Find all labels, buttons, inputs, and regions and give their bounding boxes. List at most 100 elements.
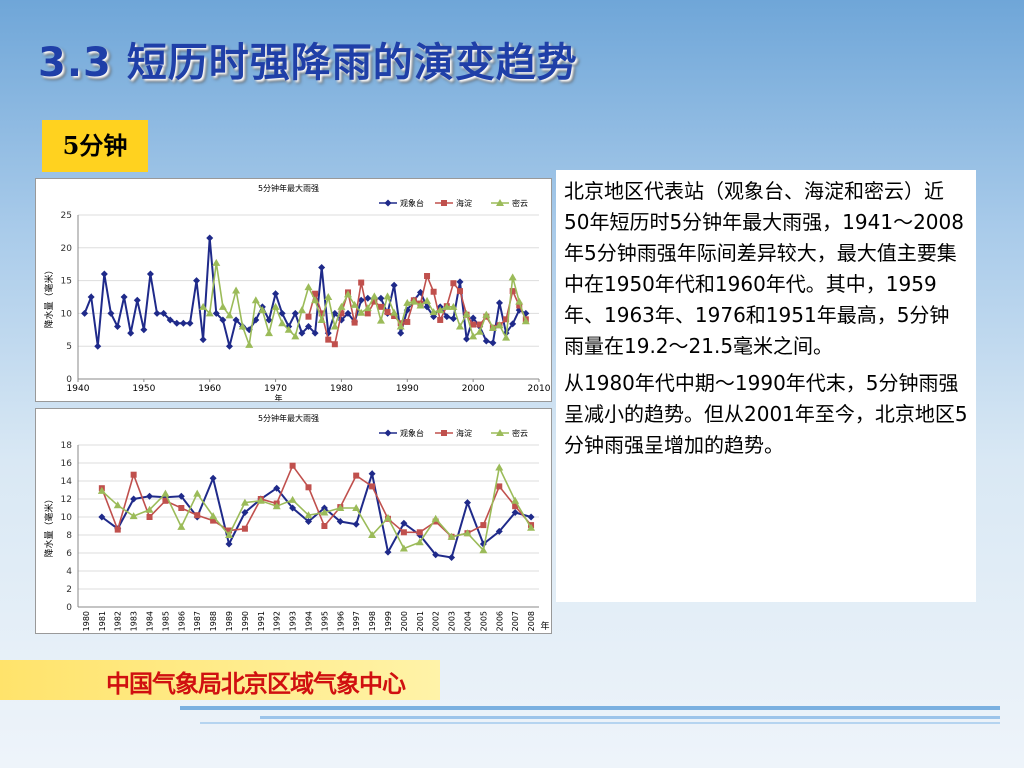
marker <box>350 300 359 308</box>
marker <box>429 308 438 316</box>
paragraph: 北京地区代表站（观象台、海淀和密云）近50年短历时5分钟年最大雨强，1941～2… <box>564 179 964 358</box>
x-tick-label: 1988 <box>209 611 218 631</box>
marker <box>409 297 418 305</box>
marker <box>511 496 520 504</box>
marker <box>127 329 135 337</box>
x-tick-label: 1970 <box>264 384 287 394</box>
marker <box>297 306 306 314</box>
marker <box>508 273 517 281</box>
marker <box>400 519 408 527</box>
marker <box>480 522 487 529</box>
marker <box>368 531 377 538</box>
marker <box>496 199 504 206</box>
marker <box>232 316 240 324</box>
marker <box>503 316 510 323</box>
y-tick-label: 16 <box>61 459 73 469</box>
marker <box>371 298 378 305</box>
marker <box>161 489 170 497</box>
decoration <box>180 706 1000 724</box>
y-tick-label: 5 <box>66 342 72 352</box>
series-line <box>101 464 532 552</box>
x-tick-label: 2010 <box>528 384 551 394</box>
marker <box>509 288 516 295</box>
marker <box>376 316 385 324</box>
marker <box>210 517 217 524</box>
marker <box>160 309 168 317</box>
x-tick-label: 1995 <box>320 611 329 631</box>
marker <box>442 302 451 310</box>
badge: 5分钟 <box>42 120 148 172</box>
marker <box>178 505 185 511</box>
marker <box>351 319 358 326</box>
marker <box>225 540 233 548</box>
marker <box>358 279 365 286</box>
x-tick-label: 2005 <box>479 611 488 631</box>
x-tick-label: 1984 <box>146 611 155 631</box>
marker <box>145 505 154 513</box>
marker <box>463 499 471 507</box>
marker <box>441 200 447 206</box>
y-tick-label: 2 <box>66 585 72 595</box>
marker <box>336 518 344 525</box>
marker <box>399 544 408 552</box>
x-tick-label: 1980 <box>330 384 353 394</box>
marker <box>87 293 95 301</box>
x-tick-label: 1960 <box>198 384 221 394</box>
marker <box>383 292 392 300</box>
x-tick-label: 1986 <box>177 611 186 631</box>
marker <box>241 525 248 532</box>
marker <box>430 288 437 295</box>
marker <box>98 513 106 521</box>
marker <box>114 323 122 331</box>
x-tick-label: 1994 <box>305 611 314 631</box>
marker <box>199 302 208 310</box>
marker <box>272 290 280 298</box>
marker <box>495 527 503 535</box>
marker <box>384 309 391 316</box>
marker <box>241 509 249 516</box>
marker <box>353 472 360 479</box>
marker <box>364 294 372 302</box>
marker <box>443 313 451 321</box>
y-tick-label: 18 <box>61 441 73 451</box>
marker <box>278 319 287 327</box>
marker <box>225 311 234 319</box>
marker <box>311 296 320 304</box>
x-tick-label: 2002 <box>432 611 441 631</box>
x-tick-label: 1999 <box>384 611 393 631</box>
marker <box>146 492 154 500</box>
y-tick-label: 0 <box>66 603 72 613</box>
marker <box>390 281 398 289</box>
x-tick-label: 1983 <box>130 611 139 631</box>
marker <box>336 504 345 511</box>
marker <box>416 301 425 309</box>
marker <box>469 332 478 340</box>
marker <box>447 532 456 540</box>
x-tick-label: 1992 <box>273 611 282 631</box>
marker <box>383 513 392 521</box>
marker <box>344 309 352 317</box>
marker <box>193 489 202 497</box>
x-tick-label: 2000 <box>462 384 485 394</box>
y-tick-label: 20 <box>61 244 73 254</box>
marker <box>403 298 412 306</box>
marker <box>357 308 366 316</box>
x-tick-label: 2001 <box>416 611 425 631</box>
marker <box>100 270 108 278</box>
legend-label: 观象台 <box>400 428 424 438</box>
x-tick-label: 1990 <box>241 611 250 631</box>
marker <box>495 299 503 307</box>
marker <box>400 529 407 536</box>
marker <box>377 294 385 302</box>
marker <box>317 315 326 323</box>
marker <box>298 329 306 337</box>
x-tick-label: 1985 <box>161 611 170 631</box>
paragraph: 从1980年代中期～1990年代末，5分钟雨强呈减小的趋势。但从2001年至今，… <box>564 371 968 457</box>
marker <box>146 514 153 520</box>
chart: 5分钟年最大雨强 0 5 10 15 20 25 降水量（毫米） 1940 1950 1960 197… <box>43 183 551 403</box>
marker <box>527 513 535 521</box>
y-tick-label: 12 <box>61 495 72 505</box>
marker <box>209 474 217 482</box>
marker <box>238 322 247 330</box>
